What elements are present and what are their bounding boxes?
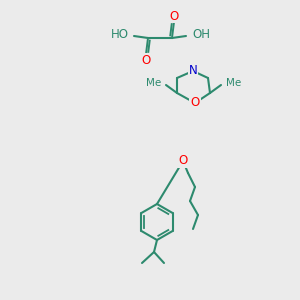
Text: O: O [141, 53, 151, 67]
Text: O: O [190, 97, 200, 110]
Text: N: N [189, 64, 197, 77]
Text: O: O [169, 10, 178, 22]
Text: O: O [178, 154, 188, 167]
Text: Me: Me [226, 78, 241, 88]
Text: OH: OH [192, 28, 210, 41]
Text: Me: Me [146, 78, 161, 88]
Text: HO: HO [111, 28, 129, 41]
